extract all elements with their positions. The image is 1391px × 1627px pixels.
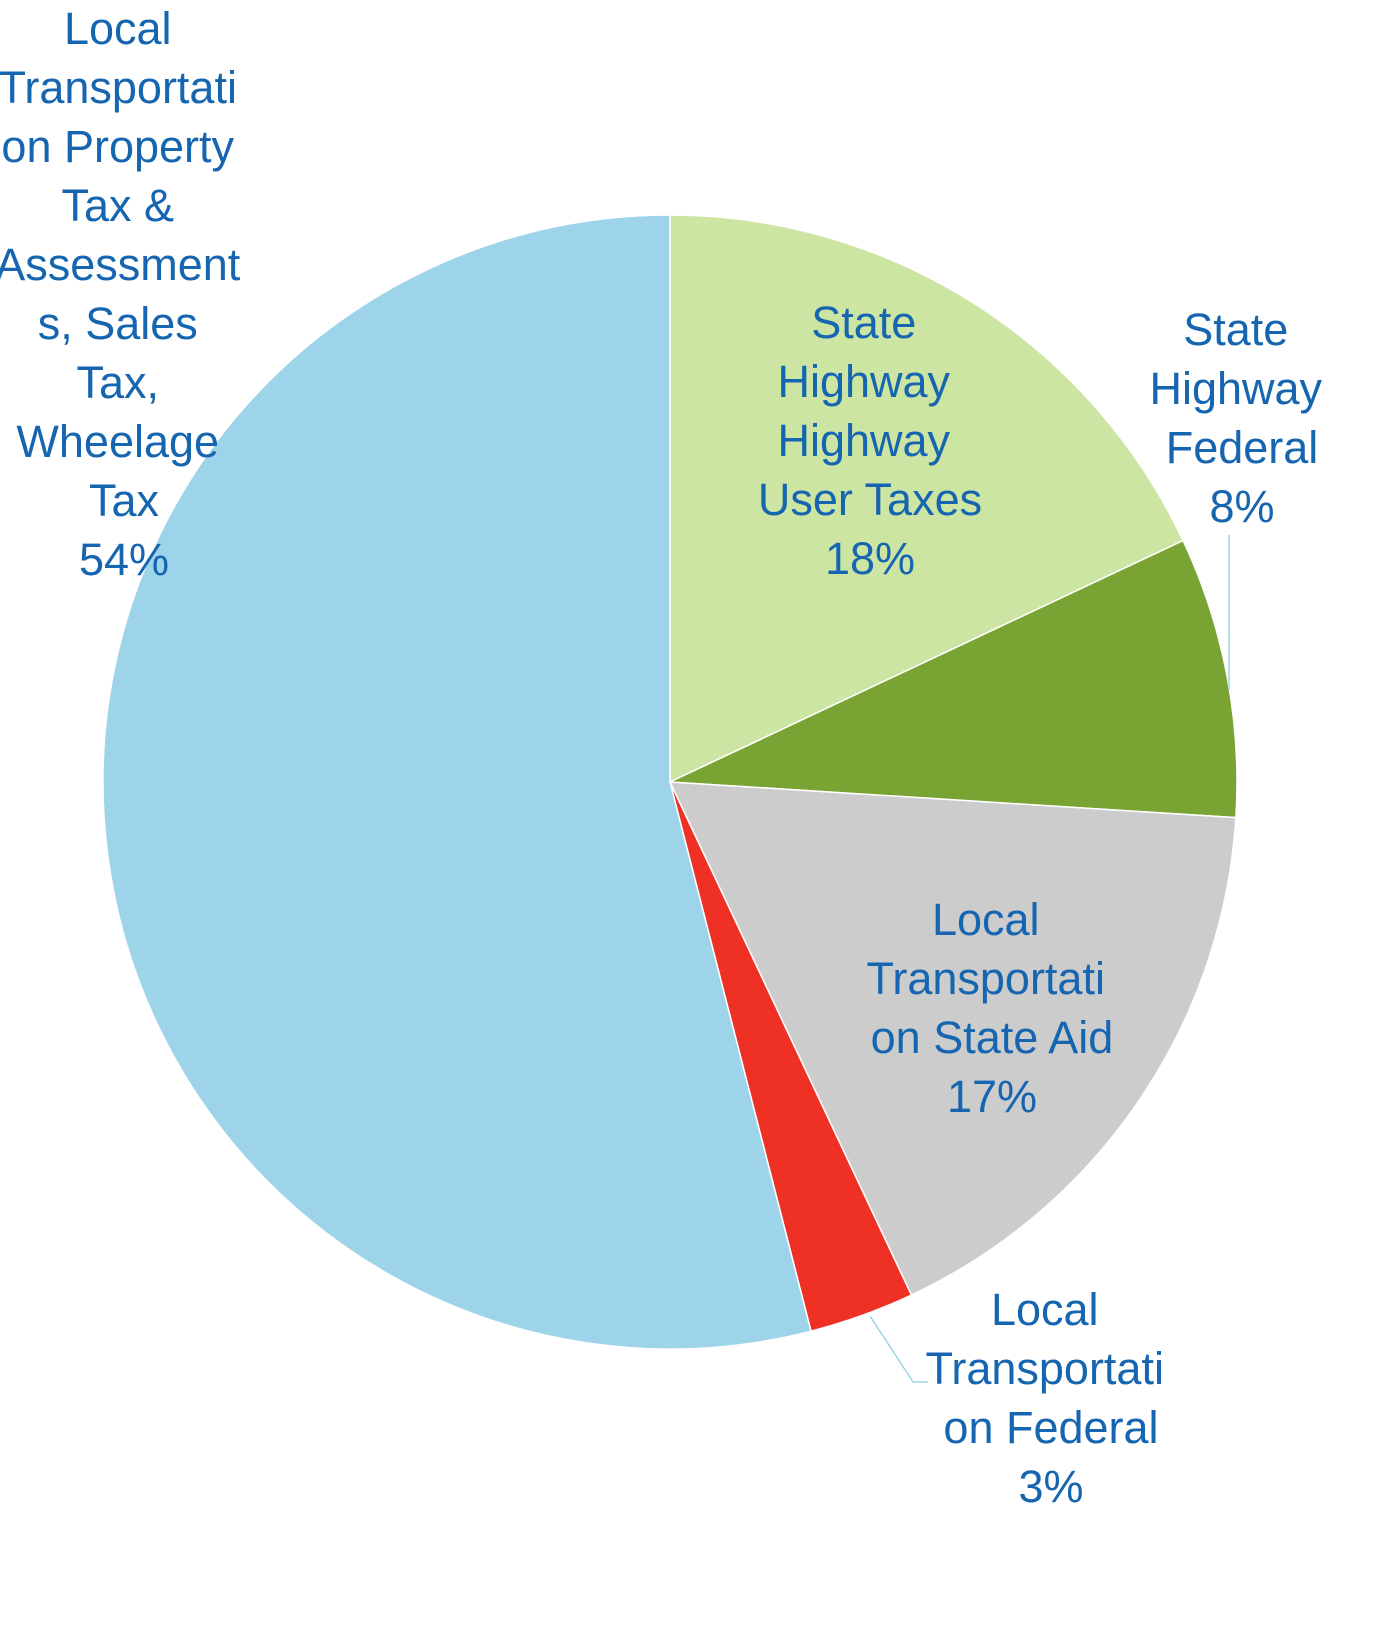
- value-label: 18%: [825, 533, 915, 584]
- pie-slice: [668, 781, 1237, 1297]
- label-line: Transportati: [926, 1343, 1177, 1394]
- label-line: Federal: [1166, 422, 1319, 473]
- label-line: s, Sales: [38, 298, 211, 349]
- label-line: on State Aid: [871, 1012, 1114, 1063]
- value-label: 3%: [1018, 1461, 1083, 1512]
- label-line: Wheelage: [16, 416, 231, 467]
- label-line: Highway: [1149, 363, 1334, 414]
- slice-label: Local Transportati on Property Tax & Ass…: [0, 3, 253, 526]
- label-line: Assessment: [0, 239, 253, 290]
- label-line: State: [1183, 304, 1301, 355]
- label-line: Local: [991, 1284, 1111, 1335]
- slice-label: Local Transportati on State Aid: [867, 894, 1118, 1063]
- pie-slice: [669, 539, 1238, 819]
- label-line: on Federal: [943, 1402, 1158, 1453]
- label-line: State: [811, 297, 929, 348]
- label-line: on Property: [1, 121, 246, 172]
- slices: [102, 214, 1238, 1350]
- labels: State Highway Highway User Taxes 18% State…: [0, 3, 1335, 1512]
- value-label: 54%: [79, 534, 169, 585]
- value-label: 8%: [1209, 481, 1274, 532]
- label-line: Tax: [89, 475, 160, 526]
- slice-label: State Highway Highway User Taxes: [758, 297, 982, 525]
- label-line: User Taxes: [758, 474, 982, 525]
- label-line: Highway: [777, 356, 962, 407]
- label-line: Highway: [777, 415, 962, 466]
- pie-slice: [669, 214, 1185, 784]
- slice-label: Local Transportati on Federal: [926, 1284, 1177, 1453]
- label-line: Tax &: [61, 180, 186, 231]
- label-line: Transportati: [0, 62, 249, 113]
- pie-slice: [102, 214, 812, 1350]
- leader-line: [869, 1315, 928, 1383]
- label-line: Transportati: [867, 953, 1118, 1004]
- label-line: Tax,: [76, 357, 171, 408]
- label-line: Local: [64, 3, 184, 54]
- slice-label: State Highway Federal: [1149, 304, 1334, 473]
- value-label: 17%: [947, 1071, 1037, 1122]
- label-line: Local: [932, 894, 1052, 945]
